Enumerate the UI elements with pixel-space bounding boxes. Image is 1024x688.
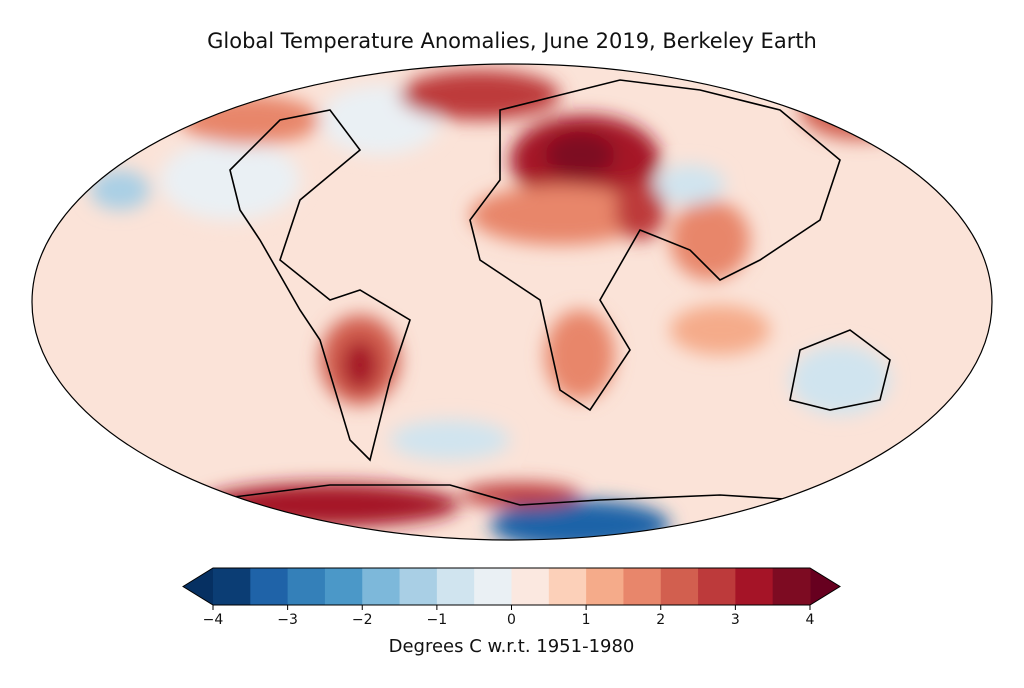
colorbar-bin xyxy=(660,568,699,605)
colorbar-over xyxy=(810,568,840,605)
temperature-field xyxy=(32,64,992,540)
colorbar-bin xyxy=(623,568,662,605)
colorbar-bin xyxy=(213,568,251,605)
colorbar-bin xyxy=(436,568,475,605)
colorbar-bin xyxy=(287,568,326,605)
colorbar-bin xyxy=(548,568,587,605)
colorbar-tick-label: 3 xyxy=(731,612,740,628)
colorbar-tick-label: 4 xyxy=(806,612,815,628)
colorbar-bin xyxy=(735,568,774,605)
colorbar-tick-label: −1 xyxy=(427,612,448,628)
eurasia-africa-outline xyxy=(469,79,841,412)
colorbar-tick-label: 1 xyxy=(582,612,591,628)
colorbar-bin xyxy=(772,568,811,605)
background-field xyxy=(32,64,992,540)
colorbar-bin xyxy=(474,568,512,605)
colorbar-bin xyxy=(399,568,438,605)
antarctica-outline xyxy=(209,484,801,540)
colorbar-tick-label: 2 xyxy=(656,612,665,628)
australia-outline xyxy=(789,329,891,411)
anomaly-blobs xyxy=(90,70,920,540)
colorbar-tick-label: 0 xyxy=(507,612,516,628)
colorbar-tick-label: −3 xyxy=(277,612,298,628)
colorbar-bin xyxy=(324,568,363,605)
map-title: Global Temperature Anomalies, June 2019,… xyxy=(207,29,817,53)
colorbar-bin xyxy=(511,568,550,605)
map-border xyxy=(31,63,993,541)
colorbar-tick-label: −2 xyxy=(352,612,373,628)
colorbar-label: Degrees C w.r.t. 1951-1980 xyxy=(389,636,635,657)
colorbar-bin xyxy=(250,568,289,605)
colorbar-bin xyxy=(362,568,401,605)
colorbar-tick-label: −4 xyxy=(203,612,224,628)
colorbar-under xyxy=(183,568,213,605)
colorbar-bin xyxy=(698,568,736,605)
colorbar-bin xyxy=(586,568,624,605)
americas-outline xyxy=(229,109,411,462)
